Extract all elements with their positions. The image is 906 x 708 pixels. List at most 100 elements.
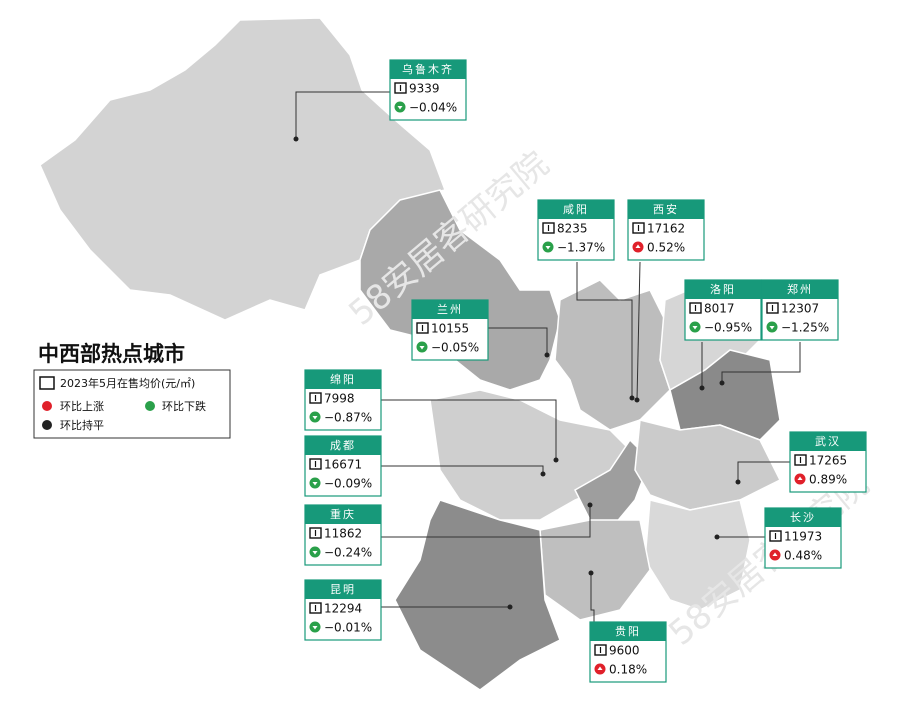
legend: 2023年5月在售均价(元/㎡) 环比上涨 环比下跌 环比持平: [33, 369, 231, 439]
city-dot: [507, 604, 513, 610]
trend-arrow: [635, 244, 641, 248]
city-label: 长沙 11973 0.48%: [714, 507, 842, 569]
label-header: [685, 280, 761, 299]
price-icon: [689, 302, 702, 314]
city-label: 咸阳 8235 −1.37%: [537, 199, 635, 401]
legend-down: 环比下跌: [162, 399, 206, 413]
change: 0.89%: [809, 473, 847, 487]
trend-arrow: [769, 326, 775, 330]
city-dot: [588, 570, 594, 576]
city-name: 武汉: [815, 435, 841, 448]
city-label: 乌鲁木齐 9339 −0.04%: [293, 59, 467, 142]
change: −0.24%: [324, 546, 372, 560]
region-yunnan: [394, 499, 561, 691]
label-header: [790, 432, 866, 451]
city-label: 绵阳 7998 −0.87%: [304, 369, 559, 463]
change: −0.01%: [324, 621, 372, 635]
city-name: 昆明: [330, 583, 356, 596]
price-icon: [309, 392, 322, 404]
trend-arrow: [312, 482, 318, 486]
legend-price: 2023年5月在售均价(元/㎡): [60, 376, 195, 390]
change: −1.25%: [781, 321, 829, 335]
change: −0.05%: [431, 341, 479, 355]
price-icon: [794, 454, 807, 466]
label-header: [412, 300, 488, 319]
leader-line: [576, 262, 633, 398]
city-label: 兰州 10155 −0.05%: [411, 299, 550, 361]
city-name: 郑州: [787, 282, 813, 296]
label-header: [538, 200, 614, 219]
trend-arrow: [312, 416, 318, 420]
city-label: 重庆 11862 −0.24%: [304, 502, 593, 566]
city-dot: [544, 352, 550, 358]
leader-line: [590, 573, 595, 622]
change: −0.04%: [409, 101, 457, 115]
region-hubei: [634, 419, 782, 511]
city-name: 兰州: [437, 303, 463, 316]
legend-up: 环比上涨: [60, 400, 104, 413]
region-guizhou: [539, 519, 651, 621]
city-dot: [699, 385, 705, 391]
price: 11973: [784, 530, 822, 544]
flat-icon: [42, 420, 52, 430]
city-label: 西安 17162 0.52%: [627, 199, 705, 403]
city-dot: [293, 136, 299, 142]
price: 17162: [647, 222, 685, 236]
change: −0.09%: [324, 477, 372, 491]
leader-line: [488, 327, 548, 355]
price-icon: [594, 644, 607, 656]
price: 9339: [409, 82, 440, 96]
city-labels: 乌鲁木齐 9339 −0.04% 咸阳 8235 −1.37% 西安 17162 0.52% 兰州…: [293, 59, 867, 683]
trend-arrow: [772, 552, 778, 556]
label-header: [628, 200, 704, 219]
leader-line: [721, 342, 801, 383]
city-name: 绵阳: [330, 372, 356, 386]
city-dot: [587, 502, 593, 508]
legend-box: [33, 369, 231, 439]
map: [39, 17, 782, 691]
city-label: 成都 16671 −0.09%: [304, 435, 546, 497]
city-dot: [714, 534, 720, 540]
price: 10155: [431, 322, 469, 336]
title: 中西部热点城市: [38, 342, 185, 366]
price-icon: [542, 222, 555, 234]
city-name: 乌鲁木齐: [402, 62, 454, 76]
label-header: [305, 436, 381, 455]
city-dot: [719, 380, 725, 386]
city-dot: [540, 471, 546, 477]
city-dot: [634, 397, 640, 403]
price: 7998: [324, 392, 355, 406]
leader-line: [295, 91, 390, 139]
label-header: [305, 370, 381, 389]
leader-line: [636, 261, 641, 401]
trend-arrow: [797, 476, 803, 480]
price-icon: [39, 376, 55, 390]
down-icon: [145, 401, 155, 411]
change: −0.95%: [704, 321, 752, 335]
label-header: [305, 580, 381, 599]
trend-arrow: [312, 551, 318, 555]
price: 17265: [809, 454, 847, 468]
trend-arrow: [312, 626, 318, 630]
price: 16671: [324, 458, 362, 472]
change: 0.52%: [647, 241, 685, 255]
city-dot: [735, 479, 741, 485]
city-name: 贵阳: [615, 625, 641, 638]
city-label: 武汉 17265 0.89%: [735, 431, 867, 493]
city-name: 咸阳: [563, 203, 589, 216]
price-icon: [309, 458, 322, 470]
leader-line: [381, 465, 544, 474]
trend-arrow: [692, 326, 698, 330]
city-label: 昆明 12294 −0.01%: [304, 579, 513, 641]
city-label: 贵阳 9600 0.18%: [588, 570, 667, 683]
leader-line: [381, 399, 557, 460]
price: 12307: [781, 302, 819, 316]
region-shaanxi: [554, 279, 671, 431]
price: 8235: [557, 222, 588, 236]
legend-flat: 环比持平: [60, 418, 104, 432]
change: 0.18%: [609, 663, 647, 677]
price-icon: [309, 602, 322, 614]
label-header: [390, 60, 466, 79]
city-name: 长沙: [790, 511, 816, 524]
